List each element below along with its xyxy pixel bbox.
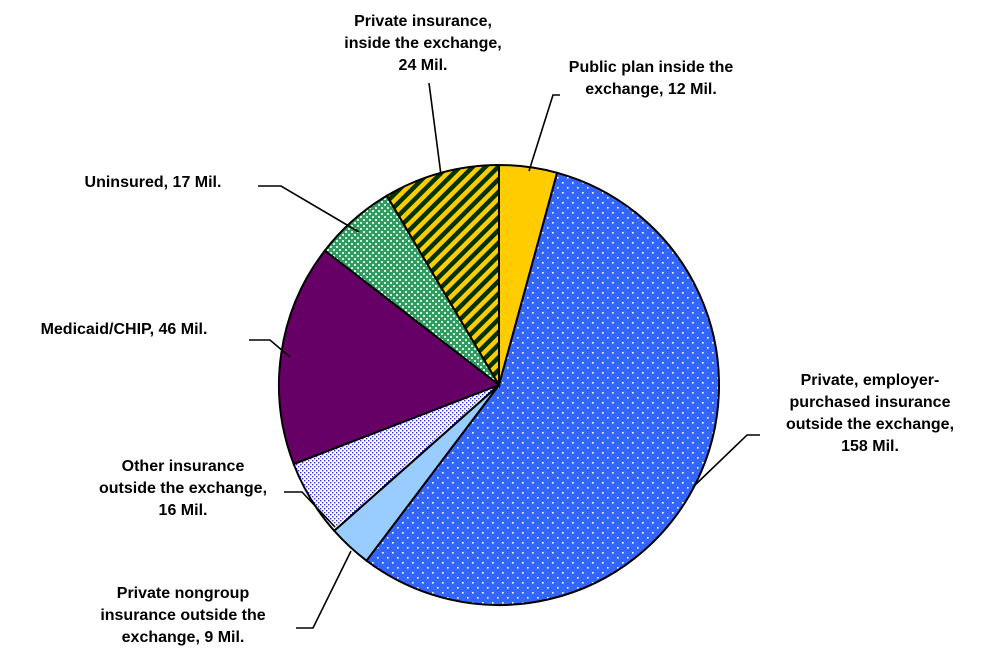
pie-slice-1 xyxy=(365,171,720,606)
slice-label-5: Uninsured, 17 Mil. xyxy=(85,174,222,191)
slice-label-0: Public plan inside the exchange, 12 Mil. xyxy=(569,59,734,98)
slice-label-6: Private insurance, inside the exchange, 24… xyxy=(344,13,501,74)
leader-line-4 xyxy=(249,339,291,358)
leader-lines xyxy=(249,82,760,629)
leader-line-2 xyxy=(296,550,352,629)
slice-label-line: exchange, 9 Mil. xyxy=(122,629,245,646)
slice-label-line: outside the exchange, xyxy=(99,480,267,497)
slice-label-4: Medicaid/CHIP, 46 Mil. xyxy=(41,321,208,338)
slice-label-line: purchased insurance xyxy=(790,394,951,411)
slice-label-3: Other insurance outside the exchange, 16 M… xyxy=(99,458,267,519)
slice-labels: Public plan inside the exchange, 12 Mil.P… xyxy=(41,13,954,646)
leader-line-6 xyxy=(428,82,442,176)
slice-label-line: Other insurance xyxy=(122,458,245,475)
slice-label-line: insurance outside the xyxy=(100,607,265,624)
slice-label-line: outside the exchange, xyxy=(786,416,954,433)
slice-label-1: Private, employer-purchased insurance out… xyxy=(786,372,954,455)
slice-label-line: 158 Mil. xyxy=(841,438,899,455)
slice-label-line: Private, employer- xyxy=(801,372,940,389)
slice-label-line: Private nongroup xyxy=(117,585,250,602)
slice-label-line: exchange, 12 Mil. xyxy=(585,81,717,98)
slice-label-line: 16 Mil. xyxy=(159,502,208,519)
leader-line-3 xyxy=(284,491,336,528)
leader-line-5 xyxy=(258,185,360,233)
slice-label-line: Private insurance, xyxy=(354,13,492,30)
slice-label-line: Uninsured, 17 Mil. xyxy=(85,174,222,191)
slice-label-line: inside the exchange, xyxy=(344,35,501,52)
slice-label-line: Medicaid/CHIP, 46 Mil. xyxy=(41,321,208,338)
pie-slices xyxy=(278,163,720,606)
pie-slice-4 xyxy=(278,249,502,466)
slice-label-line: 24 Mil. xyxy=(399,57,448,74)
slice-label-2: Private nongroup insurance outside the exc… xyxy=(100,585,265,646)
slice-label-line: Public plan inside the xyxy=(569,59,734,76)
leader-line-0 xyxy=(528,94,560,172)
leader-line-1 xyxy=(692,434,760,488)
